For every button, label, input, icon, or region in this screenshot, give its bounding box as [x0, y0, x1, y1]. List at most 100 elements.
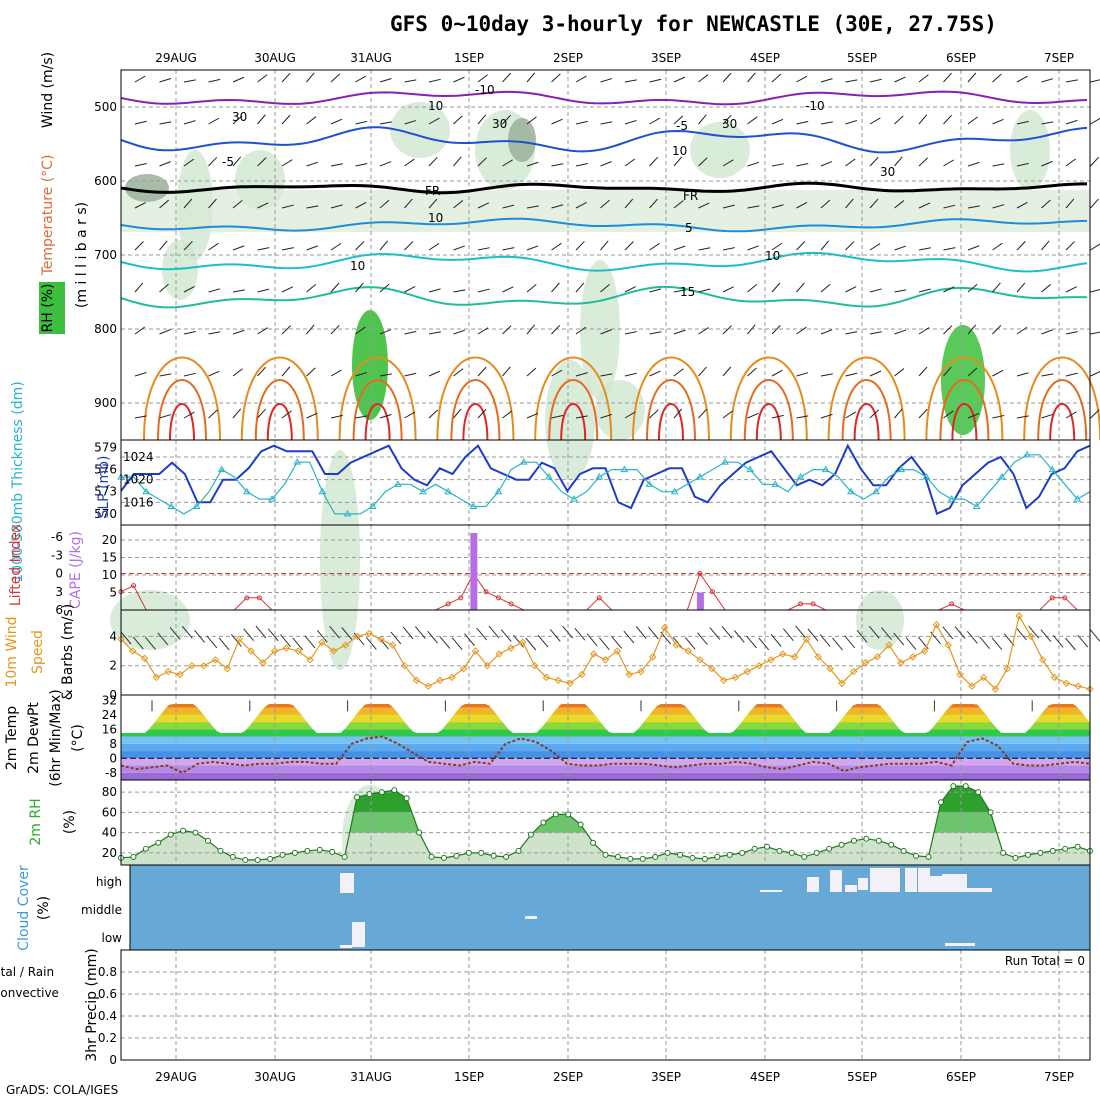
temp-contour-30 — [169, 403, 195, 441]
wind-axis-label: Wind (m/s) — [40, 52, 56, 128]
wind-speed-label: Speed — [30, 630, 46, 674]
wind-speed-point — [566, 679, 574, 687]
wind-speed-point — [471, 647, 480, 655]
wind-barb — [698, 366, 707, 377]
wind-barb — [1065, 286, 1077, 293]
wind-speed-point — [1039, 656, 1047, 664]
rh-point — [1062, 845, 1069, 852]
wind-barb — [943, 286, 955, 293]
wind-barb — [281, 325, 291, 335]
temp-contour-25 — [450, 379, 501, 441]
wind-barb — [257, 114, 266, 125]
wind-barb — [918, 288, 931, 293]
temp-contour-10 — [120, 251, 1088, 273]
wind-speed-point — [897, 659, 905, 667]
wind-barb — [379, 329, 392, 335]
surface-wind-barb — [194, 630, 205, 643]
temp-contour-15 — [120, 285, 1088, 309]
rh-point — [515, 847, 522, 854]
temperature-contour-label: FR — [683, 189, 698, 203]
wind-barb — [722, 72, 732, 83]
wind-barb — [575, 120, 588, 125]
wind-barb — [967, 161, 980, 167]
wind-barb — [820, 373, 833, 377]
wind-speed-point — [696, 656, 704, 664]
bottom-date-label: 6SEP — [946, 1070, 976, 1084]
cloud-bar — [858, 878, 868, 890]
temp-contour-20 — [1023, 356, 1100, 441]
wind-barb — [649, 198, 658, 209]
wind-barb — [208, 198, 217, 209]
temp-contour-20 — [338, 356, 417, 441]
temp-contour-25 — [743, 379, 794, 441]
wind-barb — [796, 75, 808, 83]
surface-wind-barb — [365, 637, 377, 650]
wind-speed-point — [672, 641, 681, 649]
bottom-date-label: 1SEP — [454, 1070, 484, 1084]
pressure-tick-label: 900 — [94, 396, 117, 410]
wind-speed-point — [991, 685, 1000, 693]
temp-tick-label: 8 — [109, 737, 117, 751]
rh-point — [217, 847, 224, 854]
wind-barb — [502, 159, 514, 167]
surface-wind-barb — [500, 629, 512, 642]
wind-barb — [232, 408, 242, 419]
wind-barb — [747, 283, 758, 293]
wind-barb — [575, 241, 585, 251]
wind-barb — [747, 161, 760, 167]
wind-barb — [404, 158, 415, 167]
thickness-point — [721, 458, 729, 465]
temp-contour-20 — [729, 356, 808, 441]
rh-point — [291, 849, 298, 856]
wind-barb — [355, 163, 368, 167]
wind-speed-point — [176, 670, 184, 679]
surface-wind-barb — [525, 637, 537, 651]
wind-barb — [771, 414, 784, 419]
wind-speed-point — [920, 647, 929, 655]
thickness-tick-label: 576 — [94, 463, 117, 477]
wind-barb — [183, 198, 193, 209]
thickness-point — [217, 465, 226, 473]
temperature-mask — [121, 695, 1090, 733]
wind-barb — [159, 240, 168, 251]
wind-barb — [771, 325, 781, 335]
lifted-index-tick-label: -3 — [51, 548, 63, 562]
thickness-point — [821, 465, 830, 473]
wind-barb — [208, 156, 218, 167]
wind-barb — [453, 408, 462, 419]
wind-barb — [526, 161, 539, 167]
cloud-bar — [830, 870, 842, 892]
temp-axis-label: 2m Temp — [4, 706, 20, 770]
minmax-axis-label: (6hr Min/Max) — [48, 689, 64, 786]
wind-tick-label: 0 — [109, 688, 117, 702]
thickness-point — [620, 465, 629, 473]
lifted-index-point — [810, 601, 816, 607]
wind-barb — [1016, 75, 1028, 83]
wind-barb — [208, 78, 221, 83]
rh-point — [453, 852, 460, 859]
wind-barb — [502, 204, 515, 209]
wind-barb — [673, 76, 686, 83]
wind-barb — [845, 331, 858, 335]
temp-contour-20 — [534, 356, 613, 441]
wind-barb — [600, 413, 613, 419]
temperature-color-band — [121, 729, 1090, 737]
temp-contour-30 — [266, 403, 293, 441]
wind-barb — [820, 240, 830, 251]
wind-barb — [796, 372, 809, 377]
wind-barb — [698, 74, 709, 83]
wind-barb — [477, 247, 490, 251]
thickness-point — [972, 502, 981, 510]
surface-wind-barb — [451, 637, 463, 651]
temp-contour-20 — [827, 356, 906, 441]
wind-barb — [551, 73, 561, 83]
wind-barb — [820, 199, 831, 209]
wind-barb — [477, 74, 488, 83]
wind-barb — [404, 120, 417, 125]
thickness-point — [242, 487, 251, 495]
wind-barb — [232, 156, 242, 167]
thickness-point — [847, 487, 855, 495]
wind-barb — [796, 201, 808, 209]
wind-barb — [575, 282, 585, 293]
wind-barb — [771, 73, 782, 83]
